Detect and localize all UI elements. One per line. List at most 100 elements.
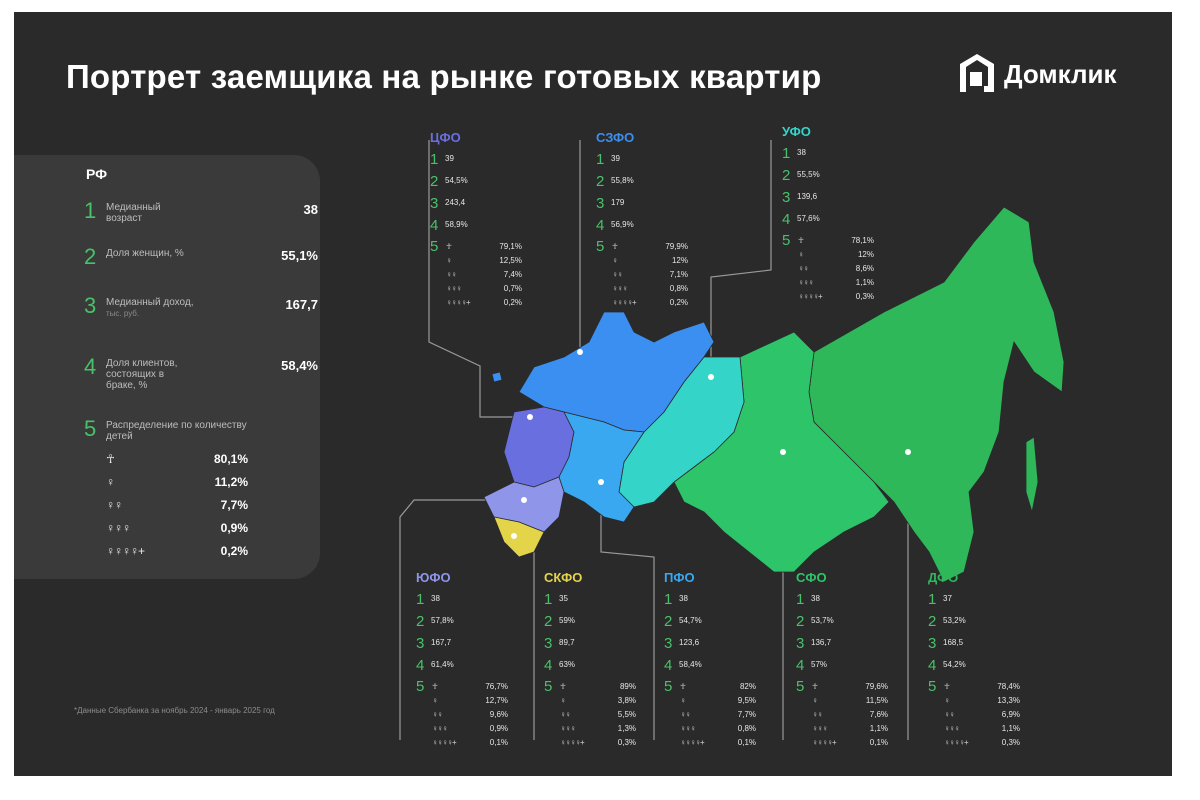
0-children-icon: ☥: [798, 236, 804, 245]
children-share: 0,1%: [489, 738, 508, 747]
region-kaliningrad: [491, 371, 503, 383]
domclick-house-icon: [960, 54, 994, 92]
2-children-icon: ♀♀: [446, 270, 457, 279]
0-children-icon: ☥: [680, 682, 686, 691]
children-share: 12%: [857, 250, 874, 259]
3-children-icon: ♀♀♀: [432, 724, 448, 733]
metric-label-text: Медианный доход,: [106, 297, 194, 308]
children-share: 7,7%: [737, 710, 756, 719]
metric-number: 2: [84, 244, 97, 269]
district-children-row: ♀♀ 8,6%: [798, 264, 874, 275]
region-pfo: [558, 411, 645, 523]
children-share: 89%: [619, 682, 636, 691]
metric-number: 2: [664, 613, 673, 630]
district-children-row: ♀♀♀♀+ 0,3%: [560, 738, 636, 749]
brand-logo: Домклик: [958, 52, 1116, 96]
4plus-children-icon: ♀♀♀♀+: [446, 298, 471, 307]
district-children-row: ♀♀ 7,6%: [812, 710, 888, 721]
rf-title: РФ: [86, 166, 108, 182]
metric-value: 55,1%: [281, 248, 318, 263]
rf-children-row: ♀ 11,2%: [106, 475, 248, 491]
brand-name: Домклик: [1004, 58, 1117, 89]
children-share: 5,5%: [617, 710, 636, 719]
district-name: ЦФО: [430, 130, 461, 145]
1-child-icon: ♀: [106, 475, 115, 489]
metric-number: 4: [796, 657, 805, 674]
children-share: 0,8%: [737, 724, 756, 733]
district-children-row: ♀♀♀♀+ 0,2%: [612, 298, 688, 309]
metric-number: 1: [664, 591, 673, 608]
3-children-icon: ♀♀♀: [106, 521, 131, 535]
4plus-children-icon: ♀♀♀♀+: [106, 544, 145, 558]
metric-number: 5: [430, 238, 439, 255]
children-share: 12%: [671, 256, 688, 265]
1-child-icon: ♀: [812, 696, 818, 705]
map-regions: [483, 206, 1065, 583]
district-children-row: ♀♀♀♀+ 0,1%: [680, 738, 756, 749]
metric-value: 37: [943, 594, 952, 603]
children-share: 8,6%: [855, 264, 874, 273]
children-share: 78,4%: [997, 682, 1020, 691]
metric-value: 39: [611, 154, 620, 163]
metric-value: 58,9%: [445, 220, 468, 229]
district-children-row: ♀♀♀ 1,3%: [560, 724, 636, 735]
district-cfo: ЦФО 1 39 2 54,5% 3 243,4 4 58,9% 5 ☥ 79,1% ♀ 12,5% ♀♀ 7…: [424, 130, 542, 330]
metric-value: 55,5%: [797, 170, 820, 179]
metric-number: 2: [782, 167, 791, 184]
district-children-row: ☥ 79,6%: [812, 682, 888, 693]
children-share: 3,8%: [617, 696, 636, 705]
metric-value: 58,4%: [281, 358, 318, 373]
district-children-row: ♀♀ 5,5%: [560, 710, 636, 721]
district-name: ПФО: [664, 570, 695, 585]
district-children-row: ☥ 79,1%: [446, 242, 522, 253]
metric-number: 2: [796, 613, 805, 630]
district-name: СФО: [796, 570, 827, 585]
district-children-row: ♀♀♀ 1,1%: [798, 278, 874, 289]
district-children-row: ♀♀♀♀+ 0,3%: [944, 738, 1020, 749]
children-share: 0,1%: [869, 738, 888, 747]
district-children-row: ♀ 12%: [798, 250, 874, 261]
children-share: 0,9%: [489, 724, 508, 733]
2-children-icon: ♀♀: [432, 710, 443, 719]
children-share: 76,7%: [485, 682, 508, 691]
4plus-children-icon: ♀♀♀♀+: [612, 298, 637, 307]
metric-value: 54,7%: [679, 616, 702, 625]
1-child-icon: ♀: [944, 696, 950, 705]
metric-value: 167,7: [285, 297, 318, 312]
2-children-icon: ♀♀: [798, 264, 809, 273]
pin-cfo: [527, 414, 533, 420]
district-children-row: ♀♀ 9,6%: [432, 710, 508, 721]
metric-label: Доля женщин, %: [106, 248, 184, 259]
3-children-icon: ♀♀♀: [812, 724, 828, 733]
metric-value: 139,6: [797, 192, 818, 201]
pin-skfo: [511, 533, 517, 539]
children-share: 9,5%: [737, 696, 756, 705]
pin-sfo: [780, 449, 786, 455]
0-children-icon: ☥: [560, 682, 566, 691]
metric-number: 1: [84, 198, 97, 223]
district-children-row: ♀ 9,5%: [680, 696, 756, 707]
district-children-row: ♀♀♀ 0,7%: [446, 284, 522, 295]
2-children-icon: ♀♀: [560, 710, 571, 719]
district-children-row: ♀♀♀ 0,8%: [612, 284, 688, 295]
district-sfo: СФО 1 38 2 53,7% 3 136,7 4 57% 5 ☥ 79,6% ♀ 11,5% ♀♀ 7,6…: [790, 570, 908, 770]
district-name: ДФО: [928, 570, 959, 585]
district-children-row: ☥ 76,7%: [432, 682, 508, 693]
district-name: ЮФО: [416, 570, 451, 585]
footnote: *Данные Сбербанка за ноябрь 2024 - январ…: [74, 706, 275, 715]
2-children-icon: ♀♀: [944, 710, 955, 719]
metric-number: 2: [430, 173, 439, 190]
metric-value: 38: [797, 148, 806, 157]
1-child-icon: ♀: [798, 250, 804, 259]
metric-number: 3: [84, 293, 97, 318]
connector-lines: [399, 140, 909, 740]
district-name: СЗФО: [596, 130, 635, 145]
metric-value: 61,4%: [431, 660, 454, 669]
district-children-row: ♀♀♀ 0,8%: [680, 724, 756, 735]
metric-value: 63%: [559, 660, 576, 669]
pin-dfo: [905, 449, 911, 455]
metric-value: 179: [611, 198, 625, 207]
children-share: 12,5%: [499, 256, 522, 265]
metric-number: 5: [664, 678, 673, 695]
metric-number: 5: [84, 416, 97, 441]
